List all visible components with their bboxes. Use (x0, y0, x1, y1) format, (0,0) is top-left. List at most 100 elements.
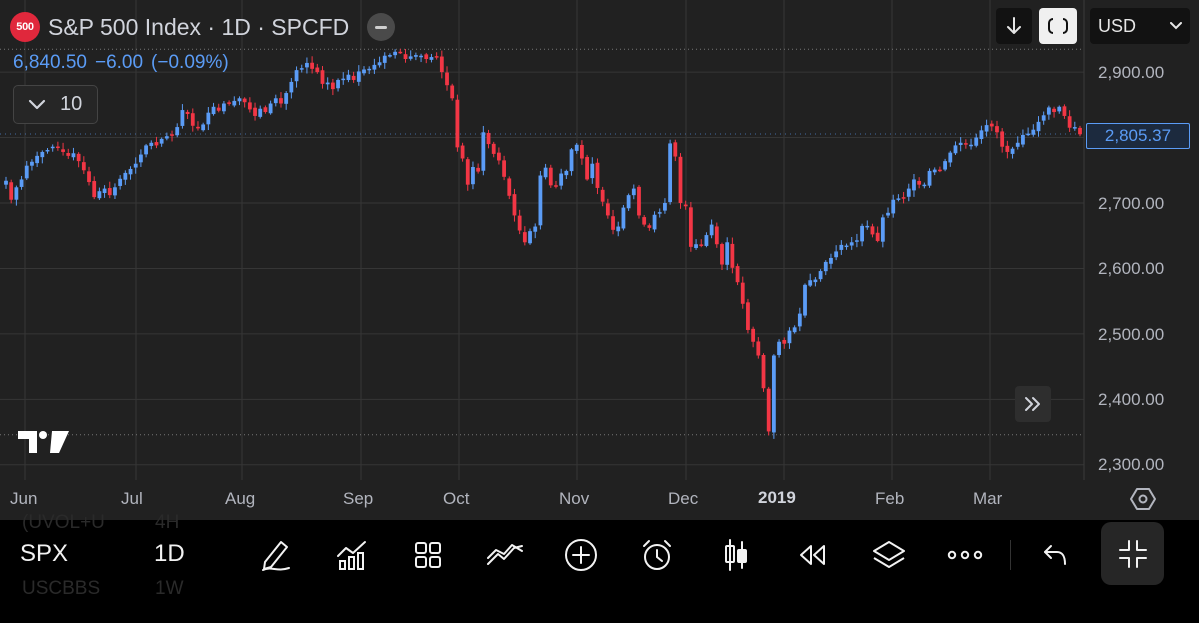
candle-body (720, 244, 724, 265)
fit-screen-icon (1048, 16, 1068, 36)
more-button[interactable] (946, 536, 984, 574)
currency-select[interactable]: USD (1090, 8, 1190, 44)
candle-body (50, 146, 55, 149)
candle-body (647, 225, 652, 228)
candle-body (585, 157, 590, 180)
bottom-toolbar: (UVOL+U 4H USCBBS 1W SPX 1D (0, 512, 1199, 623)
layers-icon (873, 541, 905, 568)
pencil-draw-icon (262, 541, 290, 571)
candle-body (97, 191, 102, 199)
candle-body (901, 197, 906, 199)
ghost-watchlist-symbol: USCBBS (22, 578, 101, 599)
candle-body (439, 56, 444, 73)
current-price-tag: 2,805.37 (1086, 123, 1190, 149)
candle-body (408, 56, 413, 59)
templates-button[interactable] (409, 536, 447, 574)
candle-body (76, 153, 81, 162)
scale-button[interactable] (996, 8, 1032, 44)
minimize-chart-button[interactable] (1101, 522, 1164, 585)
time-axis-label: Jun (10, 489, 38, 508)
candles (4, 48, 1082, 439)
time-axis-label: Feb (875, 489, 905, 508)
candle-body (1005, 145, 1010, 152)
candle-body (896, 198, 901, 200)
ghost-watchlist-symbol: (UVOL+U (22, 512, 105, 533)
drawing-tools-button[interactable] (257, 536, 295, 574)
ghost-watchlist-interval: 1W (155, 578, 184, 599)
undo-button[interactable] (1036, 536, 1074, 574)
fit-screen-button[interactable] (1039, 8, 1077, 44)
time-axis-label: Sep (343, 489, 374, 508)
candle-body (979, 130, 984, 140)
chart-area[interactable]: 500 S&P 500 Index · 1D · SPCFD 6,840.50−… (0, 0, 1199, 520)
candle-body (792, 327, 797, 333)
candle-body (138, 154, 143, 163)
candle-body (486, 132, 491, 145)
templates-icon (415, 542, 441, 568)
candle-body (419, 55, 423, 58)
candle-body (211, 106, 216, 115)
candle-body (206, 112, 211, 125)
candle-body (133, 163, 138, 168)
candle-body (310, 62, 315, 69)
collapse-legend-button[interactable] (367, 13, 396, 41)
candle-body (1031, 129, 1036, 135)
undo-icon (1044, 545, 1066, 565)
add-button[interactable] (562, 536, 600, 574)
candle-body (699, 244, 704, 246)
chart-header: 500 S&P 500 Index · 1D · SPCFD (10, 12, 396, 42)
candle-body (471, 167, 475, 185)
candle-body (180, 110, 185, 126)
candle-body (1026, 133, 1031, 136)
candle-body (175, 127, 180, 136)
layers-button[interactable] (870, 536, 908, 574)
candle-body (336, 79, 340, 89)
candle-body (273, 98, 278, 104)
candle-body (512, 194, 517, 216)
candle-body (948, 152, 953, 163)
compare-button[interactable] (486, 536, 524, 574)
candle-body (621, 207, 626, 229)
candle-body (367, 68, 372, 71)
alerts-button[interactable] (638, 536, 676, 574)
indicators-button[interactable] (333, 536, 371, 574)
candle-body (554, 185, 558, 187)
symbol-title[interactable]: S&P 500 Index · 1D · SPCFD (48, 13, 350, 40)
candle-body (424, 54, 429, 60)
candle-body (953, 145, 958, 154)
candle-body (71, 153, 76, 158)
candlestick-chart[interactable] (0, 0, 1199, 520)
candle-body (294, 70, 299, 82)
replay-button[interactable] (793, 536, 831, 574)
candle-body (746, 302, 750, 330)
scroll-to-realtime-button[interactable] (1015, 386, 1051, 422)
candle-body (522, 232, 527, 243)
price-change-percent: (−0.09%) (151, 52, 229, 73)
candle-body (751, 328, 756, 342)
candle-body (154, 142, 159, 146)
candle-body (227, 102, 232, 104)
indicators-toggle[interactable]: 10 (13, 85, 98, 124)
candle-body (865, 225, 870, 228)
settings-hexagon-icon (1130, 488, 1156, 510)
candle-body (19, 179, 24, 187)
candle-body (803, 284, 807, 316)
candle-body (92, 181, 97, 198)
candle-body (445, 72, 449, 86)
candle-body (564, 170, 569, 176)
candle-body (258, 108, 263, 117)
candle-body (1067, 116, 1072, 128)
chart-type-button[interactable] (717, 536, 755, 574)
candle-body (9, 182, 14, 200)
candle-body (559, 173, 564, 186)
interval-button[interactable]: 1D (154, 540, 185, 567)
candle-body (113, 187, 117, 196)
candle-body (87, 171, 91, 183)
symbol-button[interactable]: SPX (20, 540, 69, 567)
candle-body (652, 214, 657, 230)
candle-body (315, 67, 320, 73)
chart-settings-button[interactable] (1129, 485, 1157, 513)
compare-icon (487, 544, 523, 565)
candle-body (704, 235, 709, 246)
candle-body (906, 188, 911, 197)
